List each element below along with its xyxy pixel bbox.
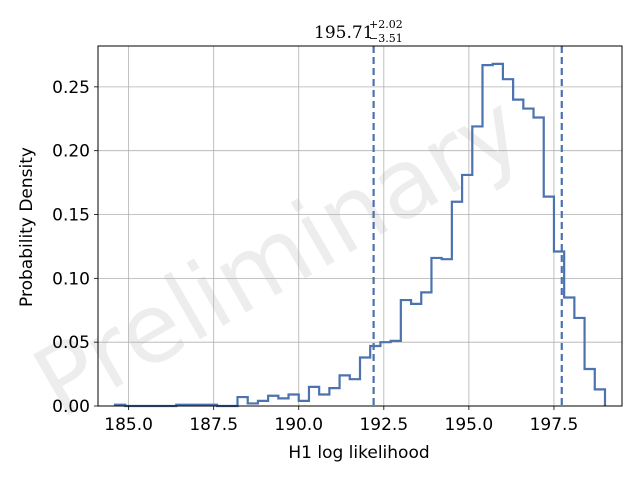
y-tick-label: 0.15 bbox=[52, 206, 90, 226]
title-value: 195.71 bbox=[314, 23, 373, 43]
y-axis-label: Probability Density bbox=[17, 147, 37, 307]
y-tick-label: 0.25 bbox=[52, 78, 90, 98]
interval-lines bbox=[372, 46, 563, 406]
x-tick-label: 187.5 bbox=[189, 415, 238, 435]
plot-frame bbox=[97, 45, 623, 407]
chart-title: 195.71 +2.02 −3.51 bbox=[314, 18, 403, 45]
x-axis-label: H1 log likelihood bbox=[288, 443, 429, 463]
x-tick-label: 185.0 bbox=[104, 415, 153, 435]
title-upper-bound: +2.02 bbox=[369, 18, 403, 31]
x-tick-label: 195.0 bbox=[445, 415, 494, 435]
x-tick-label: 192.5 bbox=[359, 415, 408, 435]
y-tick-label: 0.00 bbox=[52, 397, 90, 417]
title-lower-bound: −3.51 bbox=[369, 32, 403, 45]
x-axis-ticks: 185.0 187.5 190.0 192.5 195.0 197.5 bbox=[104, 406, 578, 435]
y-axis-ticks: 0.00 0.05 0.10 0.15 0.20 0.25 bbox=[52, 78, 98, 417]
x-tick-label: 190.0 bbox=[274, 415, 323, 435]
y-tick-label: 0.20 bbox=[52, 142, 90, 162]
y-tick-label: 0.05 bbox=[52, 333, 90, 353]
y-tick-label: 0.10 bbox=[52, 269, 90, 289]
x-tick-label: 197.5 bbox=[530, 415, 579, 435]
